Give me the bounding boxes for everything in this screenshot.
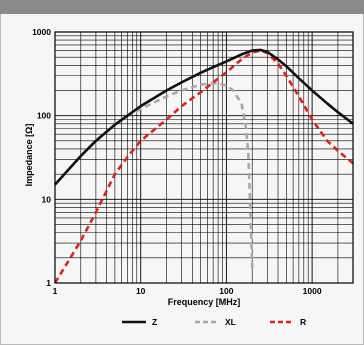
y-axis-label: Impedance [Ω]	[24, 124, 34, 187]
legend-label-z: Z	[152, 317, 157, 327]
series-lines	[53, 48, 354, 284]
legend-label-xl: XL	[225, 317, 236, 327]
x-tick-label: 10	[136, 286, 146, 296]
y-tick-label: 1	[46, 278, 51, 288]
x-tick-label: 100	[219, 286, 233, 296]
series-line-xl	[54, 81, 254, 269]
header-bar	[0, 0, 364, 14]
y-tick-label: 100	[37, 111, 51, 121]
x-tick-label: 1000	[303, 286, 322, 296]
series-line-r	[53, 49, 354, 284]
x-tick-label: 1	[53, 286, 58, 296]
legend: Z XL R	[122, 317, 306, 327]
tick-labels: 1 10 100 1000 1 10 100 1000	[32, 27, 322, 296]
x-axis-label: Frequency [MHz]	[168, 297, 241, 307]
grid	[54, 32, 354, 284]
y-tick-label: 1000	[32, 27, 51, 37]
y-tick-label: 10	[42, 194, 52, 204]
series-line-z	[54, 48, 354, 186]
legend-label-r: R	[300, 317, 306, 327]
plot-border	[54, 31, 354, 284]
